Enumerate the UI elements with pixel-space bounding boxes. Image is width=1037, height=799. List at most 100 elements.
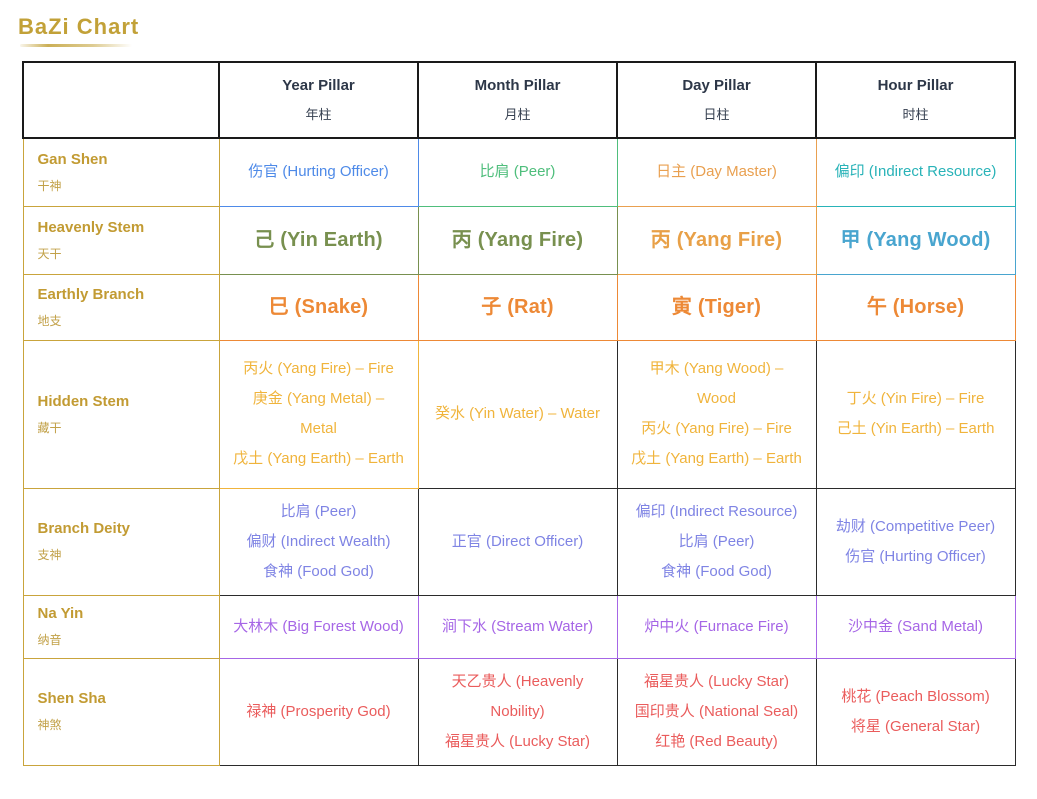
hidden-stem-cell-day: 甲木 (Yang Wood) – Wood 丙火 (Yang Fire) – Fi… [616, 339, 817, 489]
row-label-zh: 纳音 [37, 633, 62, 647]
page-title: BaZi Chart [18, 14, 140, 39]
heavenly-stem-cell-year: 己 (Yin Earth) [218, 205, 419, 275]
cell-line: 天乙贵人 (Heavenly Nobility) [451, 672, 584, 720]
cell-line: 福星贵人 (Lucky Star) [444, 732, 591, 750]
table-row-na-yin: Na Yin 纳音 大林木 (Big Forest Wood) 涧下水 (Stream… [22, 594, 1016, 659]
earthly-branch-cell-month: 子 (Rat) [417, 273, 618, 341]
table-body: Gan Shen 干神 伤官 (Hurting Officer) 比肩 (Peer) 日… [22, 137, 1016, 766]
cell-line: 丙火 (Yang Fire) – Fire [641, 420, 792, 437]
cell-line: 丁火 (Yin Fire) – Fire [846, 390, 985, 407]
column-header-en: Day Pillar [682, 77, 751, 94]
heavenly-stem-cell-day: 丙 (Yang Fire) [616, 205, 817, 275]
row-label-en: Shen Sha [37, 690, 106, 707]
cell-line: 比肩 (Peer) [479, 163, 556, 181]
row-label-zh: 地支 [37, 313, 62, 328]
cell-line: 甲木 (Yang Wood) – Wood [649, 360, 784, 407]
row-label-shen-sha: Shen Sha 神煞 [22, 657, 220, 766]
cell-line: 炉中火 (Furnace Fire) [644, 617, 789, 635]
na-yin-cell-day: 炉中火 (Furnace Fire) [616, 594, 817, 659]
gan-shen-cell-year: 伤官 (Hurting Officer) [218, 137, 419, 207]
table-row-heavenly-stem: Heavenly Stem 天干 己 (Yin Earth) 丙 (Yang Fire… [22, 205, 1016, 275]
na-yin-cell-hour: 沙中金 (Sand Metal) [815, 594, 1016, 659]
gan-shen-cell-month: 比肩 (Peer) [417, 137, 618, 207]
column-header-hour-pillar: Hour Pillar 时柱 [815, 61, 1016, 139]
cell-line: 丙 (Yang Fire) [650, 229, 783, 251]
cell-line: 食神 (Food God) [263, 562, 374, 580]
row-label-zh: 支神 [37, 548, 62, 562]
gan-shen-cell-day: 日主 (Day Master) [616, 137, 817, 207]
cell-line: 偏印 (Indirect Resource) [635, 502, 798, 520]
column-header-zh: 年柱 [305, 107, 332, 122]
hidden-stem-cell-year: 丙火 (Yang Fire) – Fire 庚金 (Yang Metal) – M… [218, 339, 419, 489]
cell-line: 劫财 (Competitive Peer) [835, 517, 996, 535]
row-label-zh: 干神 [37, 178, 62, 193]
cell-line: 己 (Yin Earth) [254, 229, 383, 251]
earthly-branch-cell-hour: 午 (Horse) [815, 273, 1016, 341]
cell-line: 甲 (Yang Wood) [840, 229, 991, 251]
row-label-en: Gan Shen [37, 150, 108, 168]
cell-line: 涧下水 (Stream Water) [441, 617, 594, 635]
shen-sha-cell-hour: 桃花 (Peach Blossom) 将星 (General Star) [815, 657, 1016, 766]
cell-line: 国印贵人 (National Seal) [634, 702, 799, 720]
row-label-en: Hidden Stem [37, 392, 130, 410]
bazi-chart-page: BaZi Chart Year Pillar 年柱 Month Pillar 月柱 Da… [18, 14, 1016, 766]
table-row-shen-sha: Shen Sha 神煞 禄神 (Prosperity God) 天乙贵人 (Heave… [22, 657, 1016, 766]
cell-line: 食神 (Food God) [661, 562, 772, 580]
row-label-gan-shen: Gan Shen 干神 [22, 137, 220, 207]
cell-line: 偏印 (Indirect Resource) [834, 163, 997, 181]
earthly-branch-cell-year: 巳 (Snake) [218, 273, 419, 341]
branch-deity-cell-month: 正官 (Direct Officer) [417, 487, 618, 596]
row-label-en: Heavenly Stem [37, 218, 145, 236]
gan-shen-cell-hour: 偏印 (Indirect Resource) [815, 137, 1016, 207]
column-header-year-pillar: Year Pillar 年柱 [218, 61, 419, 139]
table-header: Year Pillar 年柱 Month Pillar 月柱 Day Pillar 日柱 H… [22, 61, 1016, 139]
header-row: Year Pillar 年柱 Month Pillar 月柱 Day Pillar 日柱 H… [22, 61, 1016, 139]
cell-line: 禄神 (Prosperity God) [246, 702, 391, 720]
row-label-na-yin: Na Yin 纳音 [22, 594, 220, 659]
row-label-zh: 天干 [37, 246, 62, 261]
row-label-earthly-branch: Earthly Branch 地支 [22, 273, 220, 341]
cell-line: 将星 (General Star) [850, 717, 981, 735]
cell-line: 子 (Rat) [481, 296, 554, 318]
table-row-hidden-stem: Hidden Stem 藏干 丙火 (Yang Fire) – Fire 庚金 (Ya… [22, 339, 1016, 489]
cell-line: 偏财 (Indirect Wealth) [246, 532, 391, 550]
row-label-en: Na Yin [37, 605, 84, 622]
row-label-heavenly-stem: Heavenly Stem 天干 [22, 205, 220, 275]
cell-line: 寅 (Tiger) [671, 296, 762, 318]
row-label-hidden-stem: Hidden Stem 藏干 [22, 339, 220, 489]
cell-line: 庚金 (Yang Metal) – Metal [252, 390, 385, 437]
cell-line: 伤官 (Hurting Officer) [845, 547, 986, 565]
cell-line: 巳 (Snake) [268, 296, 369, 318]
cell-line: 戊土 (Yang Earth) – Earth [233, 450, 404, 467]
cell-line: 比肩 (Peer) [280, 502, 357, 520]
column-header-zh: 日柱 [703, 107, 730, 122]
earthly-branch-cell-day: 寅 (Tiger) [616, 273, 817, 341]
cell-line: 正官 (Direct Officer) [451, 532, 584, 550]
cell-line: 丙 (Yang Fire) [451, 229, 584, 251]
table-row-branch-deity: Branch Deity 支神 比肩 (Peer) 偏财 (Indirect Weal… [22, 487, 1016, 596]
cell-line: 午 (Horse) [866, 296, 965, 318]
cell-line: 大林木 (Big Forest Wood) [233, 617, 404, 635]
bazi-table: Year Pillar 年柱 Month Pillar 月柱 Day Pillar 日柱 H… [22, 61, 1016, 766]
column-header-month-pillar: Month Pillar 月柱 [417, 61, 618, 139]
column-header-zh: 时柱 [902, 107, 929, 122]
cell-line: 癸水 (Yin Water) – Water [434, 405, 601, 422]
row-label-branch-deity: Branch Deity 支神 [22, 487, 220, 596]
cell-line: 沙中金 (Sand Metal) [847, 617, 984, 635]
column-header-en: Year Pillar [282, 77, 355, 94]
row-label-zh: 神煞 [37, 718, 62, 732]
heavenly-stem-cell-hour: 甲 (Yang Wood) [815, 205, 1016, 275]
shen-sha-cell-month: 天乙贵人 (Heavenly Nobility) 福星贵人 (Lucky Star… [417, 657, 618, 766]
branch-deity-cell-year: 比肩 (Peer) 偏财 (Indirect Wealth) 食神 (Food Go… [218, 487, 419, 596]
heavenly-stem-cell-month: 丙 (Yang Fire) [417, 205, 618, 275]
column-header-en: Month Pillar [474, 77, 561, 94]
cell-line: 伤官 (Hurting Officer) [248, 163, 389, 181]
row-label-en: Earthly Branch [37, 285, 145, 303]
cell-line: 桃花 (Peach Blossom) [841, 687, 990, 705]
cell-line: 比肩 (Peer) [678, 532, 755, 550]
na-yin-cell-month: 涧下水 (Stream Water) [417, 594, 618, 659]
branch-deity-cell-hour: 劫财 (Competitive Peer) 伤官 (Hurting Officer… [815, 487, 1016, 596]
title-underline-decoration [20, 44, 132, 47]
column-header-en: Hour Pillar [877, 77, 954, 94]
shen-sha-cell-day: 福星贵人 (Lucky Star) 国印贵人 (National Seal) 红艳 … [616, 657, 817, 766]
